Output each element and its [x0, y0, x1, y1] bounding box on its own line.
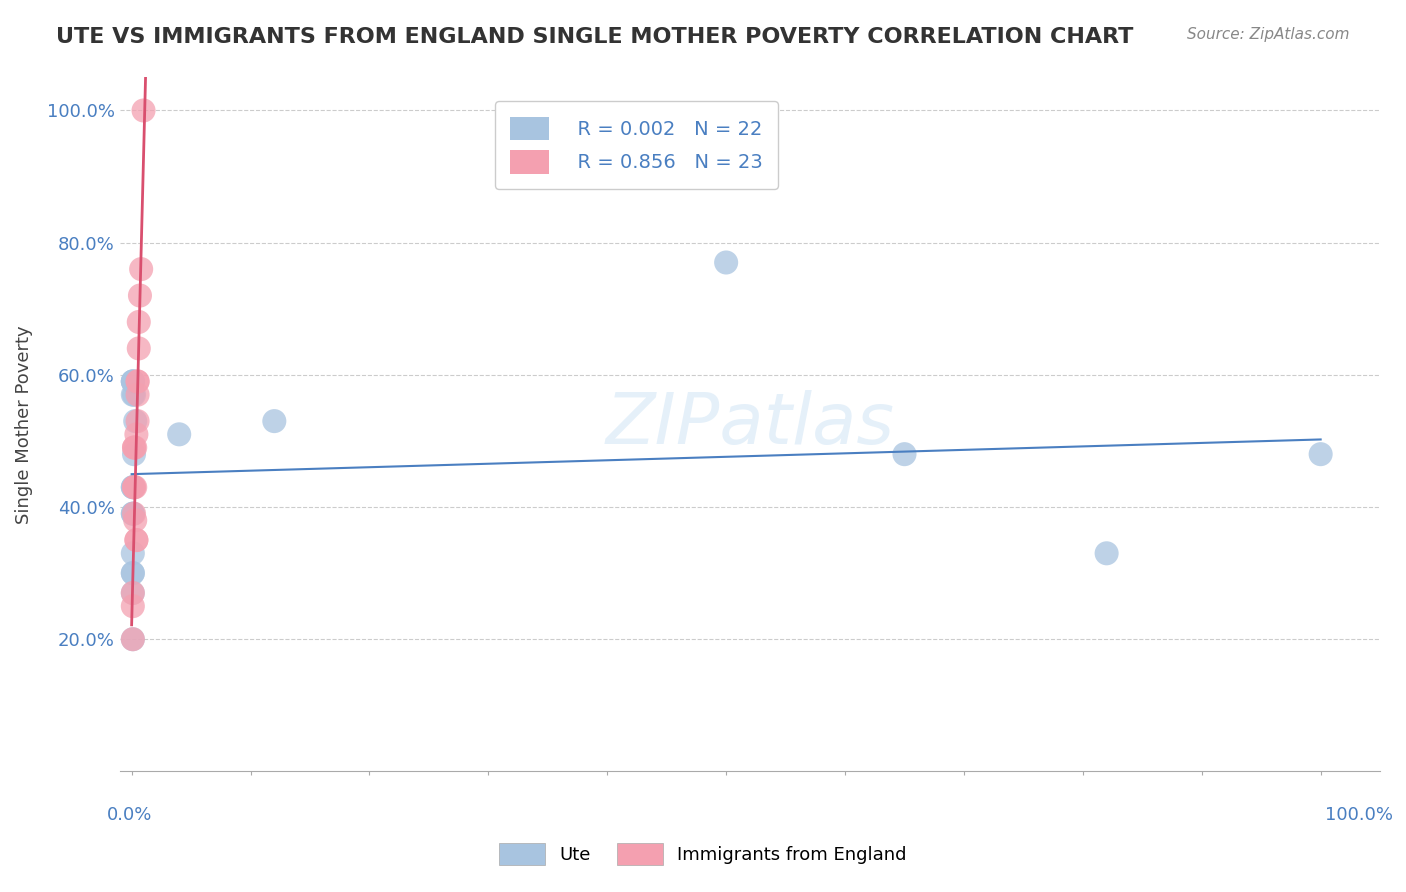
Point: [121, 375, 143, 389]
Point: [125, 427, 148, 442]
Point: [124, 441, 146, 455]
Point: [127, 375, 149, 389]
Point: [122, 441, 145, 455]
Point: [122, 447, 145, 461]
Legend:   R = 0.002   N = 22,   R = 0.856   N = 23: R = 0.002 N = 22, R = 0.856 N = 23: [495, 101, 778, 189]
Point: [127, 414, 149, 428]
Point: [125, 533, 148, 547]
Point: [122, 507, 145, 521]
Text: Source: ZipAtlas.com: Source: ZipAtlas.com: [1187, 27, 1350, 42]
Point: [121, 507, 143, 521]
Point: [127, 375, 149, 389]
Point: [1309, 447, 1331, 461]
Point: [122, 480, 145, 494]
Point: [121, 566, 143, 581]
Point: [121, 375, 143, 389]
Point: [714, 255, 737, 269]
Point: [129, 262, 152, 277]
Point: [122, 387, 145, 401]
Y-axis label: Single Mother Poverty: Single Mother Poverty: [15, 325, 32, 524]
Point: [122, 480, 145, 494]
Point: [124, 513, 146, 527]
Point: [121, 480, 143, 494]
Point: [128, 342, 150, 356]
Point: [263, 414, 285, 428]
Text: ZIPatlas: ZIPatlas: [606, 390, 894, 458]
Legend: Ute, Immigrants from England: Ute, Immigrants from England: [491, 834, 915, 874]
Point: [121, 507, 143, 521]
Point: [121, 632, 143, 647]
Point: [121, 546, 143, 560]
Point: [167, 427, 190, 442]
Point: [128, 315, 150, 329]
Point: [121, 632, 143, 647]
Point: [124, 414, 146, 428]
Point: [121, 566, 143, 581]
Point: [121, 480, 143, 494]
Point: [1095, 546, 1118, 560]
Point: [121, 586, 143, 600]
Point: [121, 387, 143, 401]
Point: [129, 288, 152, 302]
Point: [122, 441, 145, 455]
Point: [127, 387, 149, 401]
Point: [132, 103, 155, 118]
Text: UTE VS IMMIGRANTS FROM ENGLAND SINGLE MOTHER POVERTY CORRELATION CHART: UTE VS IMMIGRANTS FROM ENGLAND SINGLE MO…: [56, 27, 1133, 46]
Point: [125, 533, 148, 547]
Text: 100.0%: 100.0%: [1324, 806, 1393, 824]
Point: [121, 375, 143, 389]
Point: [124, 480, 146, 494]
Point: [121, 586, 143, 600]
Point: [121, 599, 143, 614]
Point: [893, 447, 915, 461]
Text: 0.0%: 0.0%: [107, 806, 152, 824]
